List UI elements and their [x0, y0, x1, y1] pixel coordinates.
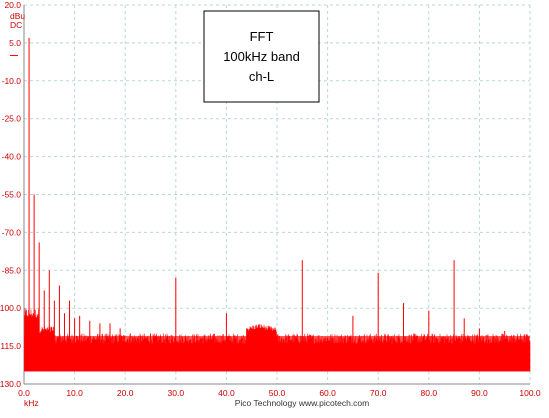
x-tick-label: 90.0: [471, 388, 488, 398]
y-tick-label: 5.0: [9, 38, 21, 48]
x-tick-label: 100.0: [519, 388, 541, 398]
noise-floor: [24, 308, 531, 372]
annotation-line-2: 100kHz band: [223, 49, 300, 64]
x-tick-label: 60.0: [319, 388, 336, 398]
y-unit-top: dBu: [10, 11, 25, 21]
tick-labels: 20.0 5.0 -10.0 -25.0 -40.0 -55.0 -70.0 -85.0 -10…: [0, 0, 541, 398]
y-tick-label: -115.0: [0, 341, 21, 351]
harmonic-peaks: [10, 37, 506, 372]
x-tick-label: 40.0: [218, 388, 235, 398]
y-unit-bottom: DC: [10, 20, 22, 30]
x-tick-label: 70.0: [370, 388, 387, 398]
annotation-line-1: FFT: [250, 29, 274, 44]
y-tick-label: -40.0: [2, 152, 22, 162]
x-tick-label: 50.0: [269, 388, 286, 398]
x-unit: kHz: [24, 398, 39, 408]
y-tick-label: 20.0: [4, 0, 21, 10]
x-tick-label: 80.0: [421, 388, 438, 398]
y-tick-label: -25.0: [2, 114, 22, 124]
y-tick-label: -70.0: [2, 227, 22, 237]
y-tick-label: -130.0: [0, 379, 21, 389]
noise-floor-fill: [24, 335, 530, 372]
x-tick-label: 20.0: [117, 388, 134, 398]
y-tick-label: -55.0: [2, 190, 22, 200]
x-tick-label: 0.0: [18, 388, 30, 398]
y-tick-label: -100.0: [0, 303, 21, 313]
y-tick-label: -10.0: [2, 76, 22, 86]
footer-credit: Pico Technology www.picotech.com: [235, 398, 370, 408]
annotation-line-3: ch-L: [249, 69, 274, 84]
y-tick-label: -85.0: [2, 265, 22, 275]
x-tick-label: 10.0: [66, 388, 83, 398]
annotation-frame: [203, 10, 320, 103]
x-tick-label: 30.0: [168, 388, 185, 398]
annotation-box: FFT 100kHz band ch-L: [203, 10, 320, 103]
